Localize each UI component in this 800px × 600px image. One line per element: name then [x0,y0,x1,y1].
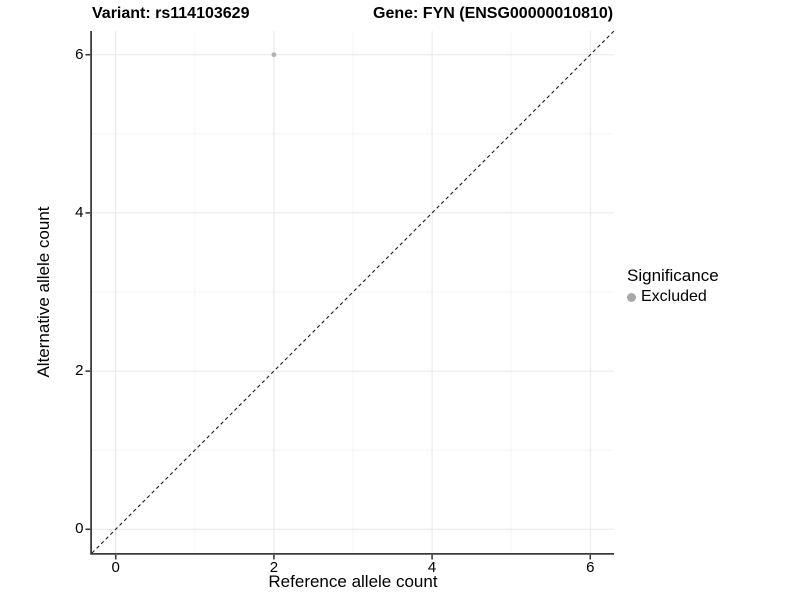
y-axis-title: Alternative allele count [34,206,53,378]
x-tick-label: 2 [269,559,279,576]
legend-item: Excluded [627,288,719,306]
legend-item-label: Excluded [641,288,707,305]
x-axis-title: Reference allele count [268,572,438,591]
legend-point-swatch [627,292,636,302]
y-tick-label: 0 [75,520,84,538]
plot-title-gene: Gene: FYN (ENSG00000010810) [373,5,614,22]
y-tick-label: 6 [75,45,84,63]
x-tick-label: 4 [427,559,437,576]
x-tick-label: 0 [111,559,120,576]
data-point [271,52,277,58]
legend-title: Significance [627,266,719,285]
y-tick-label: 2 [75,362,84,380]
legend: Significance Excluded [627,266,719,306]
y-tick-label: 4 [75,203,84,221]
x-tick-label: 6 [586,559,595,576]
legend-items: Excluded [627,288,719,306]
plot-title-variant: Variant: rs114103629 [92,5,250,22]
